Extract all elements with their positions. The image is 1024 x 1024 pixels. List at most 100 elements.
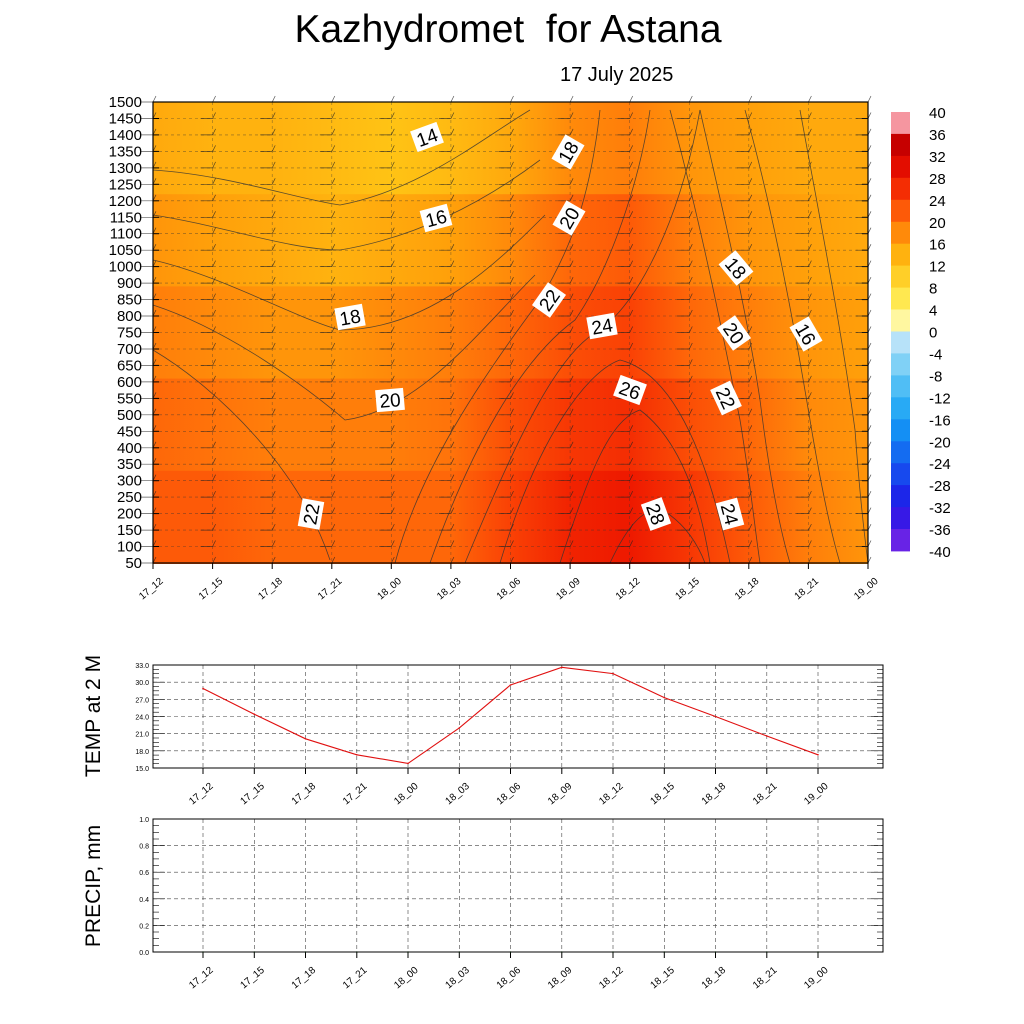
wind-barb bbox=[200, 326, 216, 333]
colorbar-label: 12 bbox=[929, 259, 946, 276]
wind-barb bbox=[438, 112, 455, 119]
wind-barb bbox=[379, 375, 395, 383]
contour-line bbox=[744, 109, 841, 564]
wind-barb bbox=[677, 392, 693, 399]
wind-barb bbox=[498, 260, 514, 267]
x-tick-label: 19_00 bbox=[802, 965, 831, 992]
wind-barb bbox=[260, 145, 276, 152]
wind-barb bbox=[319, 178, 336, 185]
wind-barb bbox=[438, 408, 455, 416]
x-tick-label: 18_06 bbox=[495, 576, 524, 603]
wind-barb bbox=[796, 112, 812, 119]
y-tick-label: 0.6 bbox=[139, 870, 149, 877]
wind-barb bbox=[319, 507, 336, 514]
wind-barb bbox=[260, 540, 276, 547]
colorbar-label: 20 bbox=[929, 215, 946, 232]
wind-barb bbox=[379, 293, 395, 300]
wind-barb bbox=[200, 276, 216, 284]
wind-barb bbox=[260, 392, 276, 399]
y-tick-label: 1100 bbox=[110, 226, 142, 243]
wind-barb bbox=[319, 276, 336, 284]
colorbar-segment bbox=[891, 353, 910, 376]
wind-barb bbox=[856, 95, 872, 103]
wind-barb bbox=[558, 178, 574, 185]
y-tick-label: 1.0 bbox=[139, 817, 149, 824]
colorbar-segment bbox=[891, 397, 910, 420]
wind-barb bbox=[319, 425, 336, 432]
contour-label-box bbox=[334, 303, 366, 331]
wind-barb bbox=[438, 194, 455, 202]
wind-barb bbox=[498, 458, 514, 465]
wind-barb bbox=[319, 540, 336, 547]
wind-barb bbox=[319, 375, 336, 383]
wind-barb bbox=[379, 194, 395, 202]
wind-barb bbox=[677, 128, 693, 136]
wind-barb bbox=[319, 227, 336, 235]
wind-barb bbox=[736, 244, 753, 251]
wind-barb bbox=[736, 375, 753, 383]
x-tick-label: 18_12 bbox=[597, 781, 626, 808]
x-tick-label: 17_18 bbox=[256, 576, 285, 603]
wind-barb bbox=[319, 342, 336, 350]
wind-barb bbox=[558, 425, 574, 432]
wind-barb bbox=[319, 128, 336, 136]
x-tick-label: 17_12 bbox=[187, 781, 216, 808]
data-point bbox=[714, 715, 717, 718]
y-tick-label: 450 bbox=[117, 423, 142, 440]
colorbar-segment bbox=[891, 507, 910, 530]
colorbar-label: 8 bbox=[929, 281, 937, 298]
x-tick-label: 19_00 bbox=[852, 576, 881, 603]
y-tick-label: 21.0 bbox=[135, 732, 149, 739]
wind-barb bbox=[796, 490, 812, 498]
wind-barb bbox=[736, 540, 753, 547]
x-tick-label: 18_00 bbox=[392, 965, 421, 992]
wind-barb bbox=[319, 112, 336, 119]
contour-label-box bbox=[551, 134, 585, 170]
wind-barb bbox=[438, 260, 455, 267]
wind-barb bbox=[498, 326, 514, 333]
wind-barb bbox=[319, 474, 336, 482]
x-tick-label: 18_12 bbox=[597, 965, 626, 992]
wind-barb bbox=[200, 359, 216, 366]
wind-barb bbox=[319, 244, 336, 251]
wind-barb bbox=[677, 95, 693, 103]
wind-barb bbox=[200, 342, 216, 350]
wind-barb bbox=[736, 359, 753, 366]
colorbar-segment bbox=[891, 112, 910, 135]
wind-barb bbox=[319, 145, 336, 152]
wind-barb bbox=[796, 523, 812, 531]
wind-barb bbox=[736, 194, 753, 202]
contour-label-box bbox=[789, 316, 823, 352]
wind-barb bbox=[796, 128, 812, 136]
wind-barb bbox=[319, 161, 336, 169]
wind-barb bbox=[736, 112, 753, 119]
wind-barb bbox=[438, 540, 455, 547]
wind-barb bbox=[379, 145, 395, 152]
wind-barb bbox=[200, 425, 216, 432]
wind-barb bbox=[498, 194, 514, 202]
wind-barb bbox=[498, 425, 514, 432]
plot-frame bbox=[152, 664, 884, 769]
colorbar: 4036322824201612840-4-8-12-16-20-24-28-3… bbox=[891, 105, 951, 561]
wind-barb bbox=[438, 95, 455, 103]
wind-barb bbox=[677, 227, 693, 235]
wind-barb bbox=[319, 392, 336, 399]
wind-barb bbox=[677, 359, 693, 366]
y-tick-label: 0.2 bbox=[139, 923, 149, 930]
y-tick-label: 600 bbox=[117, 374, 142, 391]
wind-barb bbox=[438, 227, 455, 235]
x-tick-label: 17_12 bbox=[137, 576, 166, 603]
contour-label-box bbox=[531, 282, 567, 318]
contour-label-box bbox=[297, 498, 325, 530]
wind-barb bbox=[319, 309, 336, 317]
wind-barb bbox=[617, 474, 634, 482]
colorbar-label: 24 bbox=[929, 193, 946, 210]
colorbar-segment bbox=[891, 177, 910, 201]
wind-barb bbox=[379, 425, 395, 432]
wind-barb bbox=[796, 507, 812, 514]
wind-barb bbox=[498, 392, 514, 399]
wind-barb bbox=[200, 474, 216, 482]
wind-barb bbox=[617, 211, 634, 218]
wind-barb bbox=[438, 244, 455, 251]
wind-barb bbox=[558, 194, 574, 202]
